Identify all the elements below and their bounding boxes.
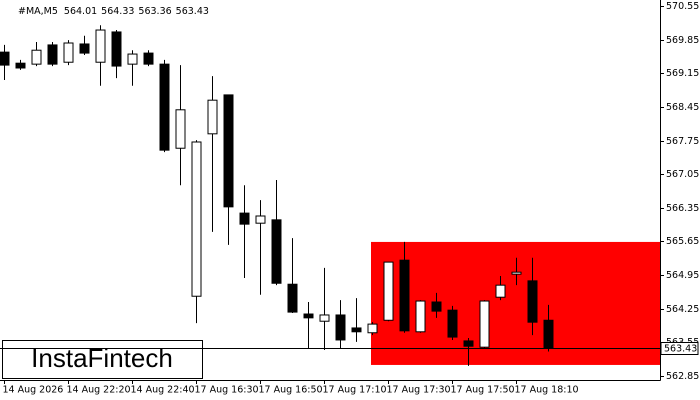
x-tick-label: 17 Aug 16:50 (259, 385, 323, 396)
zone-layer (371, 241, 660, 365)
candle-body (47, 44, 58, 65)
x-tick-label: 14 Aug 2026 (3, 385, 64, 396)
low-value: 563.36 (138, 6, 171, 17)
header: #MA,M5 564.01 564.33 563.36 563.43 (18, 6, 209, 17)
candle-body (335, 314, 346, 341)
y-tick-label: 564.25 (666, 304, 699, 315)
candle-body (511, 271, 522, 275)
candle-body (303, 313, 314, 319)
watermark: InstaFintech (31, 343, 173, 373)
x-tick-label: 17 Aug 16:30 (195, 385, 259, 396)
y-tick-label: 570.55 (666, 1, 699, 12)
y-tick-label: 567.75 (666, 136, 699, 147)
candle-body (271, 219, 282, 284)
candle-body (463, 340, 474, 347)
candle-body (287, 283, 298, 313)
candle-body (207, 99, 218, 135)
y-tick-label: 562.85 (666, 371, 699, 382)
candle-body (223, 94, 234, 208)
open-value: 564.01 (64, 6, 97, 17)
chart-title: #MA,M5 (18, 6, 58, 17)
candle-body (79, 43, 90, 54)
y-tick-label: 567.05 (666, 169, 699, 180)
last-price-box (660, 342, 699, 355)
candle-body (431, 301, 442, 312)
x-tick-label: 17 Aug 17:10 (323, 385, 387, 396)
candle-body (415, 300, 426, 333)
candle-body (175, 109, 186, 149)
x-tick-label: 17 Aug 17:30 (387, 385, 451, 396)
candle-body (127, 53, 138, 65)
pattern-zone (371, 241, 660, 365)
candle-body (0, 51, 10, 66)
candle-body (15, 62, 26, 69)
candle-body (191, 141, 202, 297)
candle-body (111, 31, 122, 67)
last-price-label: 563.43 (664, 344, 697, 355)
y-tick-label: 564.95 (666, 270, 699, 281)
candle-body (383, 261, 394, 321)
candle-body (543, 319, 554, 349)
candle-body (319, 314, 330, 322)
candle-body (367, 323, 378, 334)
candle-body (143, 52, 154, 65)
y-tick-label: 565.65 (666, 236, 699, 247)
y-tick-label: 568.45 (666, 102, 699, 113)
x-tick-label: 17 Aug 17:50 (451, 385, 515, 396)
x-tick-label: 14 Aug 22:20 (67, 385, 131, 396)
candle-body (31, 49, 42, 65)
y-tick-label: 569.85 (666, 35, 699, 46)
candle-body (399, 259, 410, 332)
candle-body (239, 212, 250, 225)
candle-body (159, 63, 170, 151)
high-value: 564.33 (101, 6, 134, 17)
y-tick-label: 569.15 (666, 68, 699, 79)
candle-body (527, 280, 538, 323)
candle-body (95, 29, 106, 63)
candle-body (447, 309, 458, 338)
candle-body (63, 42, 74, 63)
candle-body (495, 284, 506, 298)
candle-body (479, 300, 490, 348)
x-tick-label: 14 Aug 22:40 (131, 385, 195, 396)
close-value: 563.43 (176, 6, 209, 17)
y-tick-label: 566.35 (666, 203, 699, 214)
plot (0, 25, 554, 366)
x-tick-label: 17 Aug 18:10 (515, 385, 579, 396)
candle-body (351, 327, 362, 333)
watermark-box (2, 340, 203, 379)
candle-body (255, 215, 266, 224)
